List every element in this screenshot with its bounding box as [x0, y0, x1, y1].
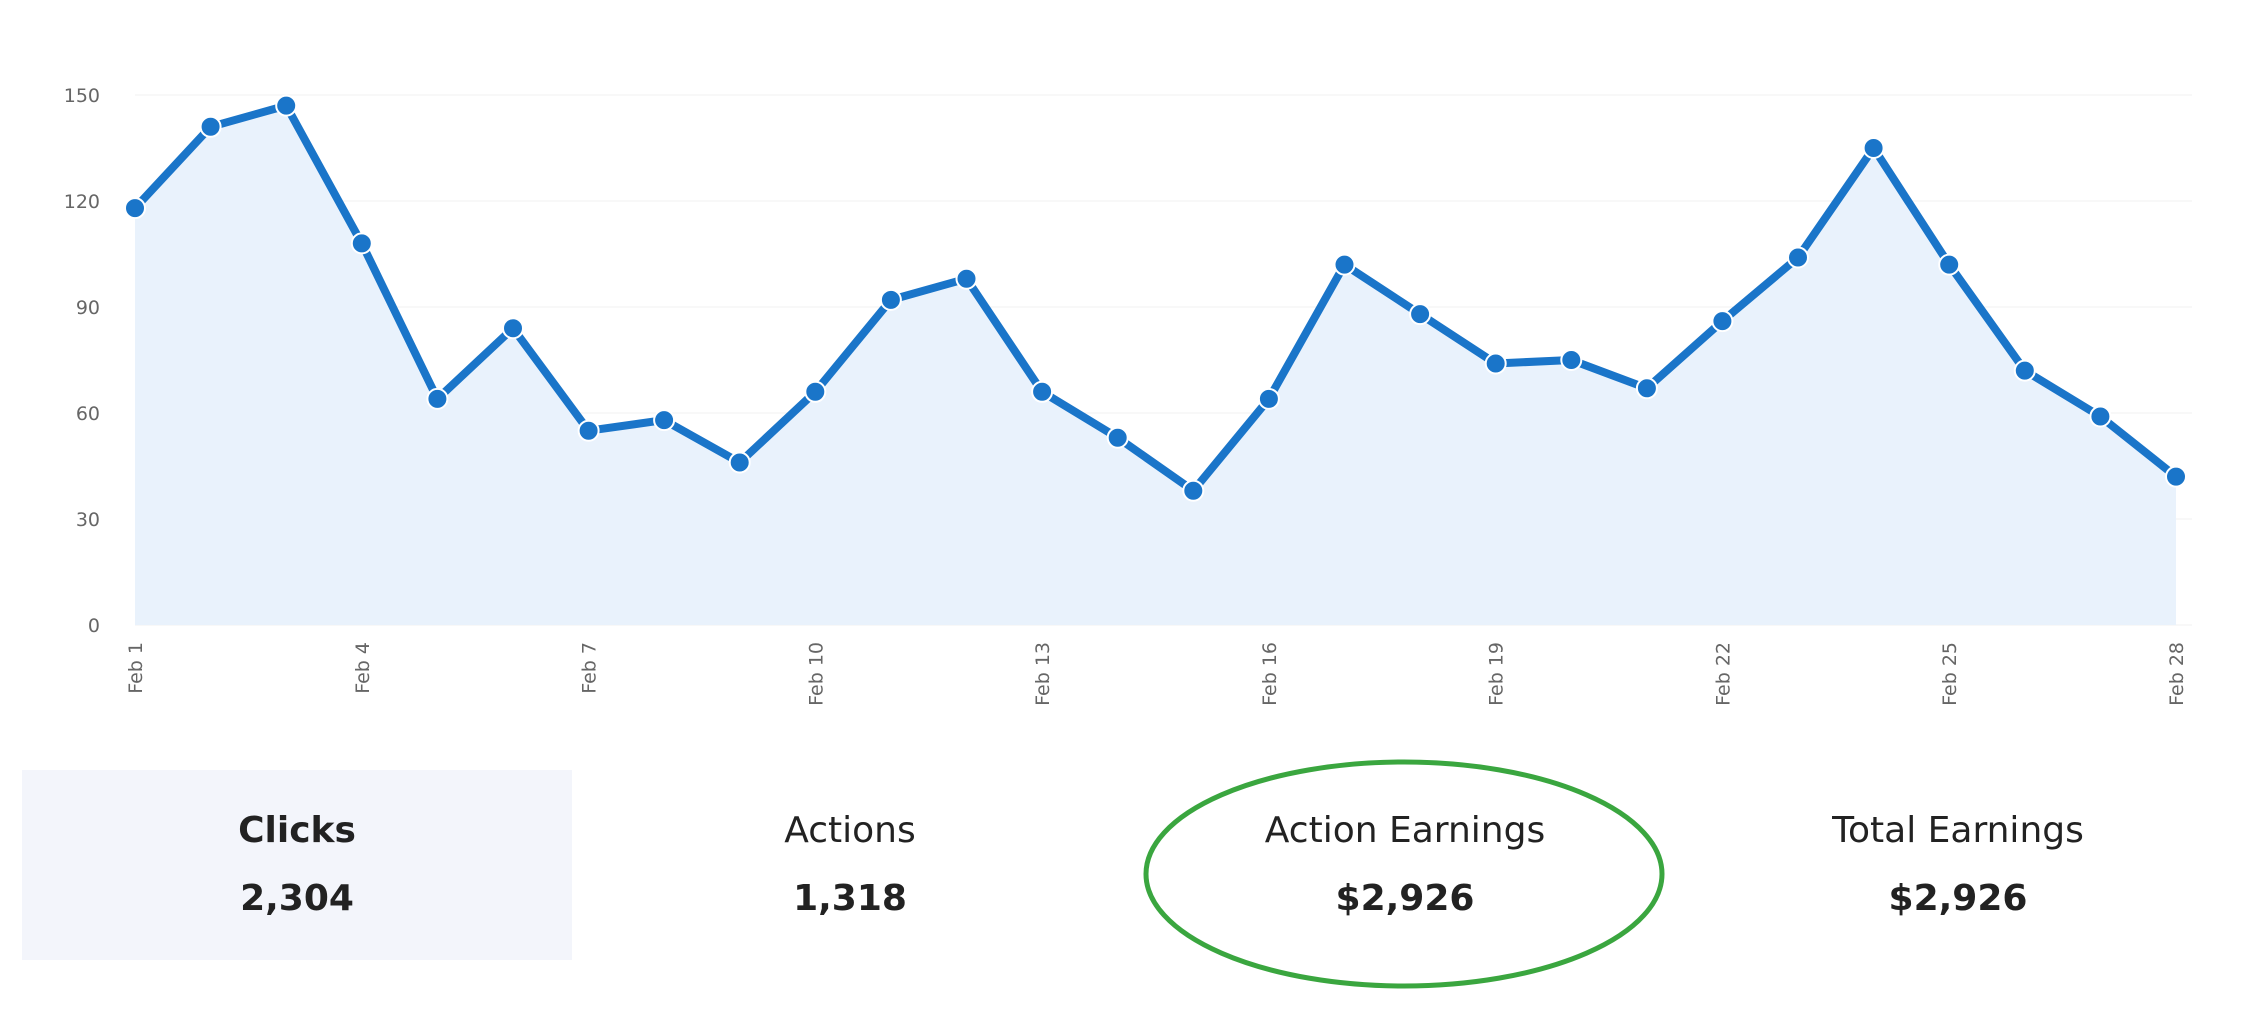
- data-point[interactable]: [728, 451, 751, 474]
- data-point[interactable]: [1787, 246, 1809, 269]
- stats-row: Clicks 2,304 Actions 1,318 Action Earnin…: [0, 770, 2242, 960]
- data-point[interactable]: [1106, 426, 1129, 449]
- x-tick-label: Feb 7: [579, 642, 601, 694]
- data-point[interactable]: [124, 197, 146, 220]
- data-point[interactable]: [2089, 405, 2112, 428]
- stat-label-clicks: Clicks: [238, 810, 356, 851]
- x-tick-label: Feb 13: [1032, 642, 1054, 706]
- data-point[interactable]: [577, 419, 600, 442]
- stat-label-total-earnings: Total Earnings: [1832, 810, 2084, 851]
- stat-tab-total-earnings[interactable]: Total Earnings $2,926: [1683, 770, 2233, 960]
- data-point[interactable]: [804, 380, 827, 403]
- clicks-chart: 0 30 60 90 120 150 Feb 1 Feb 4 Feb 7 Feb 10 Feb 1…: [64, 85, 2192, 706]
- area-fill-path: [135, 105, 2176, 626]
- stat-value-action-earnings: $2,926: [1335, 878, 1475, 919]
- area-fill: [135, 105, 2176, 626]
- data-point[interactable]: [1182, 479, 1205, 502]
- stat-tab-clicks[interactable]: Clicks 2,304: [22, 770, 572, 960]
- stat-label-actions: Actions: [784, 810, 916, 851]
- x-tick-label: Feb 19: [1486, 642, 1508, 706]
- data-point[interactable]: [1862, 137, 1885, 159]
- y-tick-label: 60: [76, 403, 100, 425]
- data-point[interactable]: [502, 317, 524, 340]
- data-point[interactable]: [653, 409, 676, 432]
- series-line-path: [131, 101, 2180, 495]
- x-tick-label: Feb 16: [1259, 642, 1281, 706]
- data-point[interactable]: [2165, 465, 2187, 488]
- stat-value-total-earnings: $2,926: [1888, 878, 2028, 919]
- data-point[interactable]: [1257, 387, 1280, 410]
- x-tick-label: Feb 25: [1939, 642, 1961, 706]
- data-point[interactable]: [426, 387, 449, 410]
- stat-value-actions: 1,318: [793, 878, 907, 919]
- data-point[interactable]: [1409, 303, 1432, 326]
- x-tick-label: Feb 4: [352, 642, 374, 694]
- y-tick-label: 90: [76, 297, 100, 319]
- y-tick-label: 0: [88, 615, 100, 637]
- stat-value-clicks: 2,304: [240, 878, 354, 919]
- data-point[interactable]: [1938, 253, 1961, 276]
- data-point[interactable]: [1560, 349, 1583, 371]
- data-point[interactable]: [1333, 253, 1356, 276]
- data-point[interactable]: [1635, 377, 1658, 400]
- data-point[interactable]: [275, 94, 298, 117]
- stat-tab-action-earnings[interactable]: Action Earnings $2,926: [1130, 770, 1680, 960]
- data-point[interactable]: [955, 267, 978, 290]
- y-axis-ticks: 0 30 60 90 120 150: [64, 85, 100, 637]
- data-point[interactable]: [1484, 352, 1507, 375]
- y-tick-label: 120: [64, 191, 100, 213]
- y-tick-label: 30: [76, 509, 100, 531]
- data-point[interactable]: [199, 115, 222, 138]
- data-point[interactable]: [879, 288, 902, 311]
- data-points: [124, 94, 2187, 502]
- x-tick-label: Feb 22: [1712, 642, 1734, 706]
- data-point[interactable]: [350, 232, 373, 255]
- series-line: [131, 101, 2180, 495]
- data-point[interactable]: [2013, 359, 2036, 382]
- x-tick-label: Feb 1: [125, 642, 147, 694]
- data-point[interactable]: [1031, 380, 1054, 403]
- x-axis-ticks: Feb 1 Feb 4 Feb 7 Feb 10 Feb 13 Feb 16 Feb 19 F…: [125, 642, 2188, 706]
- y-tick-label: 150: [64, 85, 100, 107]
- data-point[interactable]: [1711, 310, 1734, 333]
- stat-label-action-earnings: Action Earnings: [1264, 810, 1546, 851]
- x-tick-label: Feb 10: [805, 642, 827, 706]
- x-tick-label: Feb 28: [2166, 642, 2188, 706]
- stat-tab-actions[interactable]: Actions 1,318: [575, 770, 1125, 960]
